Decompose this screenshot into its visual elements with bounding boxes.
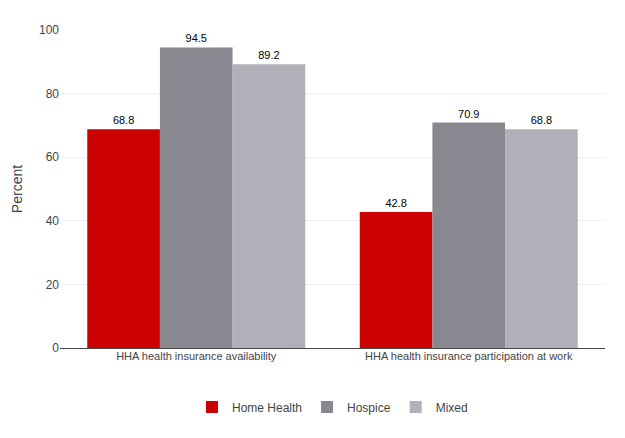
svg-text:68.8: 68.8 (113, 114, 134, 126)
svg-text:Home Health: Home Health (232, 401, 302, 415)
svg-text:40: 40 (46, 214, 60, 228)
svg-text:HHA health insurance availabil: HHA health insurance availability (116, 350, 277, 362)
svg-text:42.8: 42.8 (385, 197, 406, 209)
svg-text:HHA health insurance participa: HHA health insurance participation at wo… (365, 350, 573, 362)
svg-text:89.2: 89.2 (258, 49, 279, 61)
svg-text:94.5: 94.5 (186, 32, 207, 44)
svg-text:Mixed: Mixed (436, 401, 468, 415)
svg-text:80: 80 (46, 87, 60, 101)
svg-text:0: 0 (52, 341, 59, 355)
svg-text:70.9: 70.9 (458, 108, 479, 120)
svg-text:Hospice: Hospice (347, 401, 391, 415)
svg-text:Percent: Percent (9, 165, 25, 213)
svg-text:68.8: 68.8 (531, 114, 552, 126)
svg-text:60: 60 (46, 150, 60, 164)
svg-text:100: 100 (39, 23, 59, 37)
svg-text:20: 20 (46, 278, 60, 292)
